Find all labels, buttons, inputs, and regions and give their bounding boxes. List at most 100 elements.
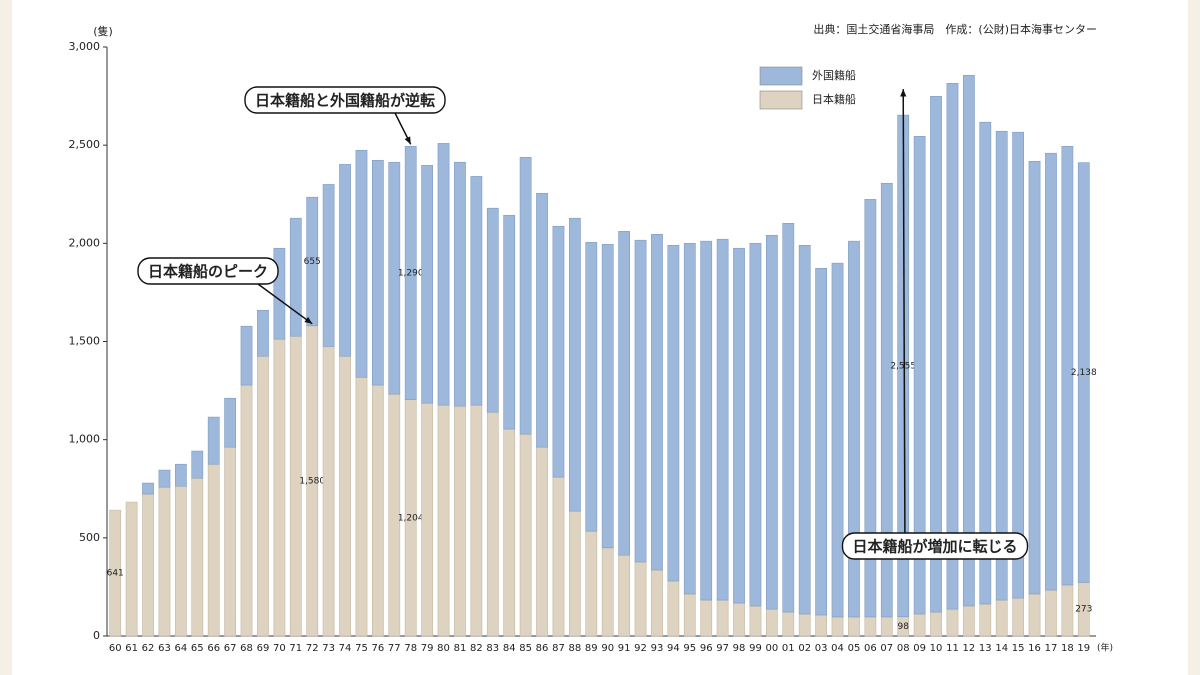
annotation-box: [137, 257, 279, 285]
x-tick-label: 98: [733, 643, 746, 654]
bar-segment: [454, 405, 466, 637]
bar-segment: [848, 616, 860, 637]
x-tick-label: 76: [372, 643, 385, 654]
bar-segment: [765, 608, 778, 637]
data-label: 655: [304, 257, 321, 267]
bar-segment: [962, 74, 975, 607]
x-tick-label: 75: [355, 643, 368, 654]
bar-segment: [848, 240, 860, 618]
x-tick-label: 78: [404, 643, 417, 654]
y-tick-label: 500: [79, 531, 100, 544]
bar-segment: [519, 433, 532, 637]
bar-segment: [634, 561, 647, 637]
y-tick-label: 2,000: [69, 236, 101, 249]
bar-segment: [618, 554, 631, 637]
bar-segment: [503, 214, 516, 430]
bar-segment: [1012, 597, 1025, 637]
bar-segment: [1045, 589, 1057, 637]
bar-segment: [207, 416, 220, 465]
bar-segment: [913, 613, 926, 637]
x-tick-label: 67: [224, 643, 237, 654]
bar-segment: [421, 165, 434, 404]
bar-segment: [486, 207, 499, 413]
bar-segment: [257, 355, 269, 637]
x-tick-label: 69: [257, 643, 270, 654]
bar-segment: [158, 486, 171, 637]
x-tick-label: 19: [1077, 643, 1090, 654]
bar-segment: [536, 446, 548, 637]
bar-segment: [683, 243, 696, 595]
bar-segment: [667, 244, 680, 582]
bar-segment: [470, 404, 483, 637]
bar-segment: [831, 262, 844, 618]
bar-segment: [240, 384, 253, 637]
y-unit: (隻): [93, 24, 113, 38]
x-tick-label: 09: [913, 643, 926, 654]
x-tick-label: 12: [963, 643, 976, 654]
x-unit: (年): [1097, 642, 1113, 654]
x-tick-label: 08: [897, 643, 910, 654]
data-label: 273: [1075, 605, 1092, 615]
x-tick-label: 70: [273, 643, 286, 654]
x-tick-label: 79: [421, 643, 434, 654]
bar-segment: [224, 446, 237, 637]
x-tick-label: 81: [454, 643, 467, 654]
bar-segment: [601, 547, 614, 637]
bar-segment: [995, 130, 1008, 601]
bar-segment: [437, 143, 450, 406]
bar-segment: [536, 192, 548, 448]
x-tick-label: 18: [1061, 643, 1074, 654]
x-tick-label: 72: [306, 643, 319, 654]
bar-segment: [486, 411, 499, 637]
x-tick-label: 03: [815, 643, 828, 654]
x-tick-label: 73: [322, 643, 335, 654]
bar-segment: [815, 267, 828, 616]
x-tick-label: 85: [519, 643, 532, 654]
bar-segment: [470, 176, 483, 406]
x-tick-label: 83: [486, 643, 499, 654]
x-tick-label: 94: [667, 643, 680, 654]
bar-segment: [979, 603, 992, 637]
bar-segment: [421, 402, 434, 637]
bar-segment: [733, 602, 745, 637]
annotation-text: 日本籍船と外国籍船が逆転: [255, 92, 435, 110]
data-label: 2,555: [890, 361, 916, 371]
bar-segment: [371, 384, 384, 637]
x-tick-label: 65: [191, 643, 204, 654]
bar-segment: [880, 616, 893, 637]
x-tick-label: 66: [207, 643, 220, 654]
x-tick-label: 61: [125, 643, 138, 654]
bar-segment: [634, 239, 647, 563]
annotation-box: [244, 86, 446, 114]
bar-segment: [224, 397, 237, 448]
bar-segment: [782, 611, 795, 637]
x-tick-label: 99: [749, 643, 762, 654]
bar-segment: [995, 599, 1008, 637]
bar-segment: [289, 217, 302, 337]
bar-segment: [322, 184, 335, 347]
annotation-arrowhead: [304, 316, 313, 324]
bar-segment: [355, 149, 368, 378]
x-tick-label: 93: [651, 643, 664, 654]
y-tick-label: 1,000: [69, 433, 101, 446]
bar-segment: [503, 428, 516, 637]
x-tick-label: 17: [1045, 643, 1058, 654]
x-tick-label: 14: [995, 643, 1008, 654]
y-tick-label: 3,000: [69, 40, 101, 53]
bar-segment: [651, 234, 663, 571]
x-tick-label: 00: [766, 643, 779, 654]
x-tick-label: 80: [437, 643, 450, 654]
bar-segment: [174, 463, 187, 487]
bar-segment: [552, 476, 565, 637]
annotation-arrow: [902, 89, 906, 560]
x-tick-label: 87: [552, 643, 565, 654]
bar-segment: [831, 616, 844, 637]
x-tick-label: 16: [1028, 643, 1041, 654]
legend-swatch: [759, 66, 803, 86]
x-tick-label: 89: [585, 643, 598, 654]
annotation-arrowhead: [900, 89, 907, 97]
x-tick-label: 06: [864, 643, 877, 654]
bar-segment: [355, 376, 368, 637]
x-tick-label: 88: [569, 643, 582, 654]
x-tick-label: 90: [601, 643, 614, 654]
